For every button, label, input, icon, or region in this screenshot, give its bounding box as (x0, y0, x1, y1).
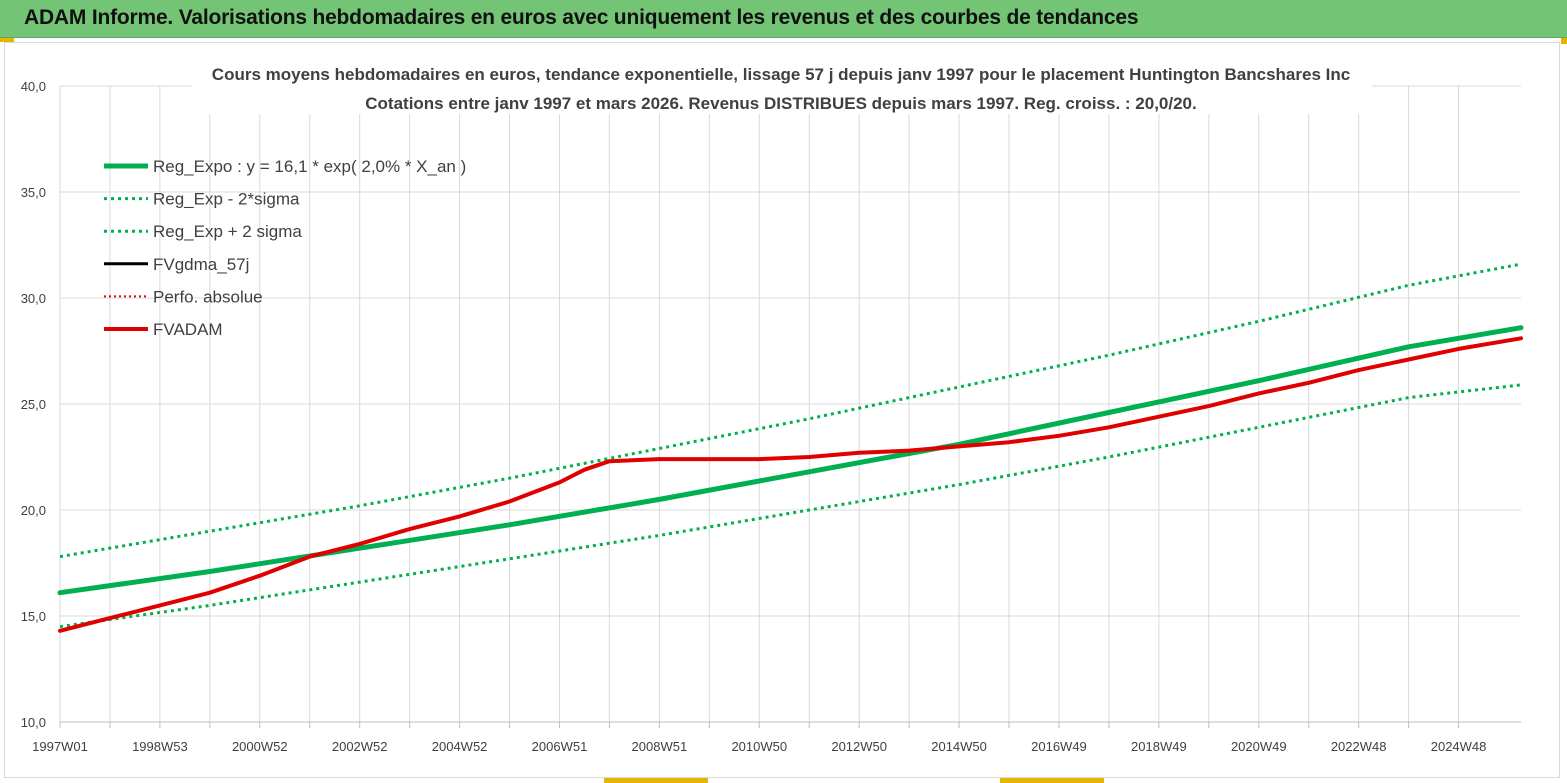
x-tick-label: 2010W50 (731, 739, 787, 754)
y-tick-label: 25,0 (21, 397, 46, 412)
x-tick-label: 2014W50 (931, 739, 987, 754)
x-tick-label: 2000W52 (232, 739, 288, 754)
x-tick-label: 1997W01 (32, 739, 88, 754)
y-tick-label: 40,0 (21, 79, 46, 94)
x-tick-label: 2022W48 (1331, 739, 1387, 754)
accent-mark-left (0, 38, 14, 42)
legend-label: Reg_Expo : y = 16,1 * exp( 2,0% * X_an ) (153, 157, 466, 176)
legend-label: Reg_Exp + 2 sigma (153, 222, 302, 241)
legend: Reg_Expo : y = 16,1 * exp( 2,0% * X_an )… (104, 157, 466, 339)
x-tick-label: 2018W49 (1131, 739, 1187, 754)
legend-label: Perfo. absolue (153, 287, 263, 306)
series-line (58, 336, 1523, 633)
y-tick-label: 35,0 (21, 185, 46, 200)
x-tick-label: 2006W51 (532, 739, 588, 754)
title-backdrop (192, 60, 1372, 114)
x-tick-label: 2004W52 (432, 739, 488, 754)
y-tick-label: 10,0 (21, 715, 46, 730)
y-tick-label: 15,0 (21, 609, 46, 624)
accent-mark-bottom-2 (1000, 778, 1104, 783)
series-line (57, 325, 1524, 596)
x-tick-label: 2012W50 (831, 739, 887, 754)
axes: 10,0 15,0 20,0 25,0 30,0 35,0 40,0 1997W01 1998W… (21, 79, 1521, 754)
legend-label: FVADAM (153, 320, 223, 339)
x-tick-label: 2016W49 (1031, 739, 1087, 754)
legend-label: Reg_Exp - 2*sigma (153, 190, 300, 209)
accent-mark-right (1561, 38, 1567, 44)
report-banner: ADAM Informe. Valorisations hebdomadaire… (0, 0, 1567, 38)
y-tick-label: 30,0 (21, 291, 46, 306)
x-tick-label: 1998W53 (132, 739, 188, 754)
chart-title: Cours moyens hebdomadaires en euros, ten… (212, 65, 1350, 84)
chart-subtitle: Cotations entre janv 1997 et mars 2026. … (365, 94, 1196, 113)
legend-label: FVgdma_57j (153, 255, 249, 274)
chart-area (4, 42, 1560, 778)
series-lines (57, 262, 1524, 633)
series-line (59, 383, 1522, 629)
x-tick-label: 2024W48 (1431, 739, 1487, 754)
report-title: ADAM Informe. Valorisations hebdomadaire… (24, 6, 1139, 29)
grid-lines (59, 85, 1521, 723)
x-tick-label: 2020W49 (1231, 739, 1287, 754)
chart-titles: Cours moyens hebdomadaires en euros, ten… (192, 60, 1372, 114)
accent-mark-bottom (604, 778, 708, 783)
series-line (59, 262, 1522, 559)
y-tick-label: 20,0 (21, 503, 46, 518)
x-tick-label: 2002W52 (332, 739, 388, 754)
x-tick-label: 2008W51 (632, 739, 688, 754)
